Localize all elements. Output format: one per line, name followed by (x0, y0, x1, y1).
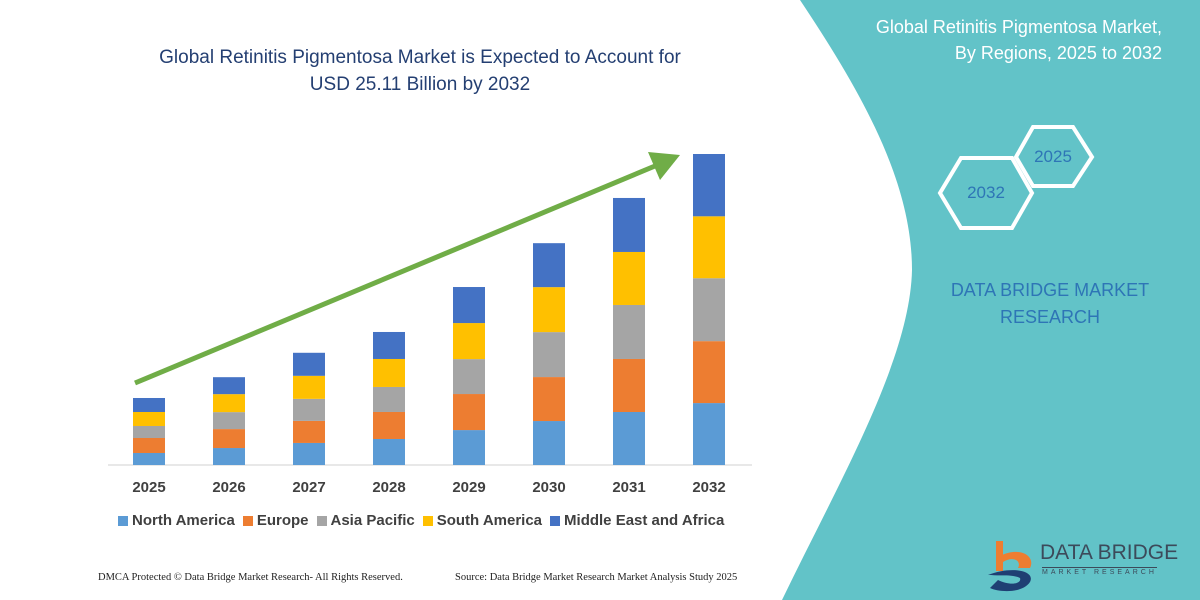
x-tick-label: 2031 (612, 479, 646, 496)
bar-segment-2025-south-america (133, 411, 165, 426)
legend-swatch (118, 515, 128, 526)
bar-segment-2032-north-america (693, 403, 725, 465)
bar-segment-2029-asia-pacific (453, 359, 485, 395)
bar-segment-2028-north-america (373, 438, 405, 465)
bar-segment-2029-south-america (453, 323, 485, 360)
hex-label-2025: 2025 (1034, 147, 1072, 166)
bar-segment-2027-asia-pacific (293, 398, 325, 421)
bar-segment-2027-south-america (293, 375, 325, 399)
bar-segment-2025-north-america (133, 452, 165, 465)
legend-label: Europe (256, 512, 309, 529)
bar-segment-2026-south-america (213, 394, 245, 413)
bar-segment-2028-asia-pacific (373, 386, 405, 412)
bar-segment-2027-north-america (293, 442, 325, 465)
logo-icon (988, 541, 1032, 592)
brand-text: DATA BRIDGE MARKET RESEARCH (925, 277, 1175, 331)
bar-segment-2028-south-america (373, 358, 405, 387)
bar-segment-2029-north-america (453, 430, 485, 465)
bar-segment-2028-middle-east-and-africa (373, 331, 405, 359)
bar-segment-2032-europe (693, 341, 725, 404)
bar-segment-2025-middle-east-and-africa (133, 397, 165, 412)
x-tick-label: 2026 (212, 479, 246, 496)
legend-item: North America (118, 512, 235, 529)
legend-label: Asia Pacific (330, 512, 415, 529)
legend-item: South America (422, 512, 543, 529)
bar-segment-2025-europe (133, 437, 165, 453)
hexagon-2032 (937, 156, 1035, 230)
logo-subtext: MARKET RESEARCH (1042, 567, 1157, 576)
bar-segment-2030-north-america (533, 421, 565, 465)
legend-item: Middle East and Africa (550, 512, 724, 529)
bar-segment-2025-asia-pacific (133, 425, 165, 438)
legend-item: Asia Pacific (316, 512, 415, 529)
bar-segment-2032-asia-pacific (693, 278, 725, 342)
legend-swatch (242, 515, 253, 526)
bar-segment-2030-middle-east-and-africa (533, 243, 565, 288)
legend-swatch (422, 515, 433, 526)
legend-item: Europe (242, 512, 309, 529)
side-title-line-1: Global Retinitis Pigmentosa Market, (875, 17, 1162, 37)
footer-source: Source: Data Bridge Market Research Mark… (455, 572, 738, 583)
bar-segment-2031-south-america (613, 251, 645, 305)
x-tick-label: 2028 (372, 479, 406, 496)
x-tick-label: 2029 (452, 479, 486, 496)
bar-segment-2031-europe (613, 358, 645, 412)
legend-swatch (316, 515, 327, 526)
bars (133, 154, 725, 465)
bar-segment-2029-middle-east-and-africa (453, 287, 485, 324)
hexagon-2025 (1013, 125, 1095, 188)
bar-segment-2027-europe (293, 420, 325, 443)
x-tick-label: 2030 (532, 479, 566, 496)
title-line-2: USD 25.11 Billion by 2032 (309, 74, 531, 95)
bar-segment-2032-south-america (693, 216, 725, 279)
bar-segment-2026-asia-pacific (213, 412, 245, 430)
bar-segment-2026-middle-east-and-africa (213, 377, 245, 395)
legend-label: South America (436, 512, 543, 529)
bar-segment-2029-europe (453, 394, 485, 431)
bar-segment-2028-europe (373, 411, 405, 439)
title-line-1: Global Retinitis Pigmentosa Market is Ex… (159, 47, 681, 68)
footer-copyright: DMCA Protected © Data Bridge Market Rese… (98, 572, 403, 583)
trend-arrow (134, 152, 680, 386)
x-tick-label: 2025 (132, 479, 166, 496)
side-panel-title: Global Retinitis Pigmentosa Market, By R… (782, 14, 1162, 66)
brand-line-2: RESEARCH (999, 307, 1101, 327)
side-panel (782, 0, 1200, 600)
bar-segment-2030-asia-pacific (533, 332, 565, 378)
side-title-line-2: By Regions, 2025 to 2032 (954, 43, 1162, 63)
legend-label: Middle East and Africa (564, 512, 725, 529)
hex-label-2032: 2032 (967, 183, 1005, 202)
legend-swatch (550, 515, 561, 526)
legend: North America Europe Asia Pacific South … (118, 512, 724, 529)
x-tick-label: 2027 (292, 479, 326, 496)
logo-text: DATA BRIDGE (1040, 541, 1179, 564)
bar-segment-2031-middle-east-and-africa (613, 197, 645, 252)
bar-segment-2026-north-america (213, 448, 245, 465)
bar-segment-2032-middle-east-and-africa (693, 154, 725, 217)
bar-segment-2031-asia-pacific (613, 304, 645, 359)
bar-segment-2027-middle-east-and-africa (293, 352, 325, 376)
x-tick-label: 2032 (692, 479, 726, 496)
brand-line-1: DATA BRIDGE MARKET (950, 280, 1150, 300)
bar-segment-2026-europe (213, 429, 245, 449)
bar-segment-2030-south-america (533, 287, 565, 333)
legend-label: North America (132, 512, 235, 529)
bar-segment-2031-north-america (613, 411, 645, 465)
bar-segment-2030-europe (533, 377, 565, 422)
chart-title: Global Retinitis Pigmentosa Market is Ex… (110, 44, 730, 98)
